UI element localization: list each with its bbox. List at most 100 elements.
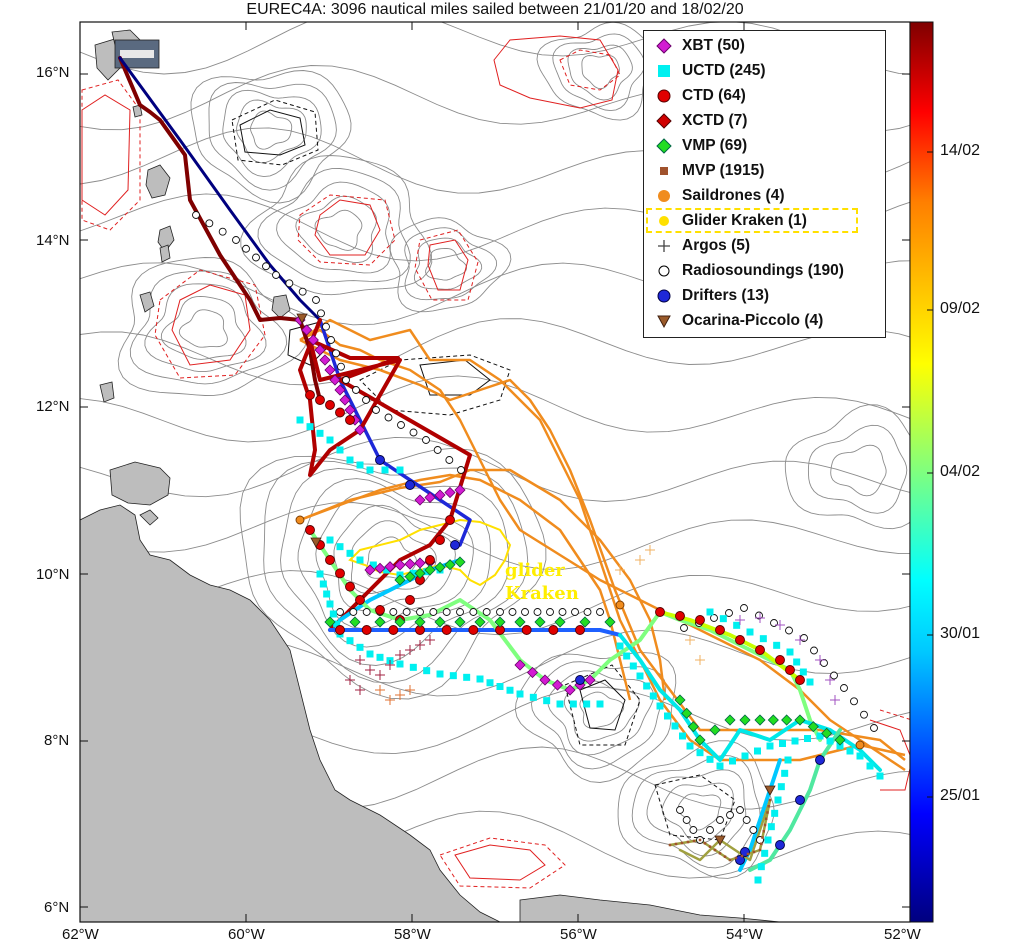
radiosounding-marker bbox=[456, 608, 464, 616]
mvp-marker bbox=[708, 845, 712, 848]
sst-contour-line bbox=[404, 227, 498, 301]
colorbar-label-09-02: 09/02 bbox=[940, 300, 981, 317]
uctd-marker bbox=[423, 667, 431, 675]
uctd-marker bbox=[826, 737, 834, 745]
uctd-marker bbox=[779, 740, 786, 747]
drifter-marker bbox=[735, 855, 745, 865]
argos-marker bbox=[385, 660, 395, 670]
uctd-marker bbox=[356, 643, 364, 651]
sst-contour-line bbox=[413, 237, 483, 290]
ctd-marker bbox=[325, 555, 335, 565]
legend-label-radiosoundings: Radiosoundings (190) bbox=[682, 262, 844, 279]
argos-marker bbox=[615, 565, 625, 575]
circle-icon bbox=[657, 89, 671, 103]
uctd-marker bbox=[476, 675, 484, 683]
uctd-marker bbox=[396, 660, 404, 668]
uctd-marker bbox=[366, 650, 374, 658]
vmp-marker bbox=[781, 714, 793, 726]
radiosounding-marker bbox=[322, 322, 330, 331]
ctd-marker bbox=[575, 625, 585, 635]
mvp-marker bbox=[740, 854, 744, 858]
drifter-marker bbox=[795, 795, 805, 805]
vmp-marker bbox=[454, 556, 466, 568]
radiosounding-marker bbox=[457, 466, 465, 474]
saildrone-marker bbox=[855, 740, 865, 750]
legend-item-vmp: VMP (69) bbox=[644, 134, 884, 158]
ctd-marker bbox=[785, 665, 795, 675]
argos-marker bbox=[415, 640, 425, 650]
radiosounding-marker bbox=[716, 816, 724, 824]
ship-hull bbox=[120, 50, 154, 58]
square-icon bbox=[658, 65, 670, 77]
drifter-marker bbox=[375, 455, 385, 465]
sst-contour-line bbox=[80, 436, 910, 502]
uctd-marker bbox=[346, 637, 354, 645]
vmp-marker bbox=[474, 616, 486, 628]
vmp-marker bbox=[754, 714, 766, 726]
sst-contour-line bbox=[567, 44, 633, 101]
legend-item-argos: Argos (5) bbox=[644, 234, 884, 258]
radiosounding-marker bbox=[870, 724, 878, 732]
ctd-marker bbox=[361, 625, 372, 635]
ocarina-piccolo-marker bbox=[310, 537, 322, 548]
eddy-contours bbox=[81, 35, 910, 889]
uctd-marker bbox=[356, 556, 364, 564]
vmp-marker bbox=[324, 616, 336, 628]
radiosounding-marker bbox=[583, 608, 592, 616]
radiosounding-marker bbox=[742, 816, 751, 824]
radiosounding-marker bbox=[726, 811, 734, 819]
legend-label-saildrones: Saildrones (4) bbox=[682, 187, 785, 204]
legend-highlight-box bbox=[646, 208, 858, 233]
mvp-marker bbox=[763, 823, 767, 827]
legend-label-ctd: CTD (64) bbox=[682, 87, 746, 104]
mvp-marker bbox=[728, 858, 732, 862]
radiosounding-marker bbox=[546, 608, 554, 616]
radiosounding-marker bbox=[262, 262, 270, 271]
uctd-marker bbox=[784, 756, 792, 764]
vmp-marker bbox=[414, 616, 426, 628]
diamond-icon bbox=[656, 38, 672, 54]
vmp-marker bbox=[739, 714, 751, 726]
uctd-marker bbox=[754, 876, 762, 884]
vmp-marker bbox=[374, 616, 386, 628]
sst-contour-line bbox=[144, 283, 267, 373]
sst-contour-line bbox=[315, 490, 474, 630]
ctd-marker bbox=[675, 611, 685, 621]
uctd-marker bbox=[764, 836, 772, 844]
radiosounding-marker bbox=[682, 816, 691, 824]
sst-contour-line bbox=[547, 670, 655, 756]
uctd-marker bbox=[746, 628, 754, 636]
sst-contour-line bbox=[425, 248, 467, 281]
argos-marker bbox=[755, 613, 765, 623]
legend-label-glider-kraken: Glider Kraken (1) bbox=[682, 212, 807, 229]
mvp-marker bbox=[766, 811, 769, 814]
uctd-marker bbox=[761, 849, 769, 857]
uctd-marker bbox=[323, 590, 331, 598]
xbt-marker bbox=[551, 679, 564, 691]
radiosounding-marker bbox=[416, 608, 424, 616]
uctd-marker bbox=[356, 461, 364, 469]
uctd-marker bbox=[716, 762, 724, 770]
legend-label-mvp: MVP (1915) bbox=[682, 162, 765, 179]
mvp-marker bbox=[713, 848, 717, 852]
xbt-marker bbox=[444, 486, 456, 499]
argos-marker bbox=[830, 695, 840, 705]
circle-icon bbox=[659, 216, 669, 226]
xbt-marker bbox=[526, 666, 539, 679]
argos-marker bbox=[395, 650, 405, 660]
uctd-marker bbox=[876, 772, 884, 780]
vmp-marker bbox=[434, 561, 446, 573]
legend-item-uctd: UCTD (245) bbox=[644, 59, 884, 83]
uctd-marker bbox=[671, 722, 679, 730]
legend-item-radiosoundings: Radiosoundings (190) bbox=[644, 259, 884, 283]
vmp-marker bbox=[444, 559, 456, 571]
uctd-marker bbox=[791, 737, 799, 745]
radiosounding-marker bbox=[272, 271, 280, 279]
ctd-marker bbox=[521, 625, 532, 635]
vmp-marker bbox=[414, 567, 426, 579]
radiosounding-marker bbox=[482, 608, 491, 616]
radiosounding-marker bbox=[337, 362, 345, 371]
legend-label-uctd: UCTD (245) bbox=[682, 62, 766, 79]
argos-marker bbox=[385, 695, 395, 705]
ctd-marker bbox=[795, 675, 805, 685]
